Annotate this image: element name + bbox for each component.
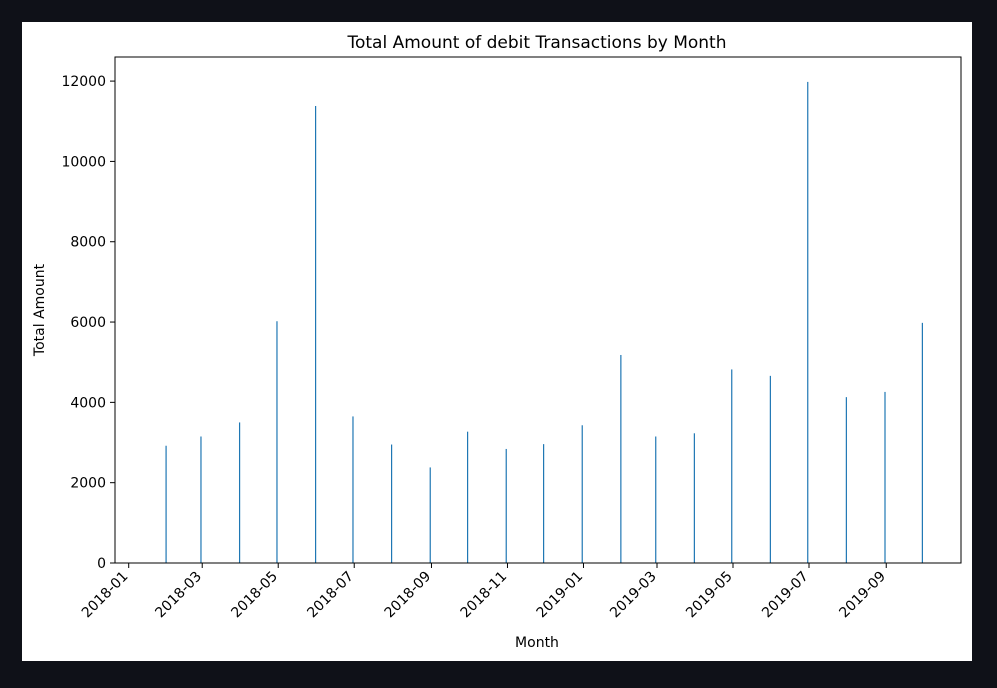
bar-2019-01-31 <box>620 354 622 563</box>
x-axis-label: Month <box>515 635 559 651</box>
y-axis-label: Total Amount <box>32 263 48 357</box>
y-tick-label: 4000 <box>70 395 106 411</box>
bar-2018-06-30 <box>352 416 354 563</box>
bar-2018-04-30 <box>276 321 278 563</box>
chart-title: Total Amount of debit Transactions by Mo… <box>347 33 727 53</box>
x-tick-label: 2018-05 <box>228 569 281 622</box>
x-tick-label: 2019-05 <box>683 569 736 622</box>
bar-2018-08-31 <box>429 467 431 563</box>
y-tick-label: 12000 <box>61 74 106 90</box>
bar-2019-07-31 <box>845 397 847 563</box>
x-tick-label: 2018-09 <box>382 569 435 622</box>
bar-2019-03-31 <box>693 433 695 563</box>
bar-chart: Total Amount of debit Transactions by Mo… <box>32 33 962 651</box>
plot-frame <box>114 56 962 564</box>
x-axis: 2018-01 2018-03 2018-05 2018-07 2018-09 2018-… <box>79 563 889 621</box>
bar-2019-09-30 <box>921 322 923 563</box>
bar-2018-09-30 <box>467 431 469 563</box>
bar-2018-05-31 <box>315 105 317 564</box>
bar-2018-11-30 <box>543 444 545 563</box>
bar-2018-12-31 <box>581 425 583 563</box>
y-tick-label: 8000 <box>70 235 106 251</box>
bar-2018-10-31 <box>505 448 507 563</box>
bars-layer <box>165 81 923 564</box>
bar-2018-07-31 <box>391 444 393 563</box>
bar-2019-04-30 <box>731 369 733 563</box>
y-tick-label: 0 <box>97 556 106 572</box>
bar-2018-03-31 <box>238 422 241 563</box>
x-tick-label: 2018-07 <box>304 569 357 622</box>
bar-2019-05-31 <box>769 375 771 563</box>
bar-2018-01-31 <box>165 445 167 563</box>
bar-2018-02-28 <box>200 436 202 563</box>
bar-2019-06-30 <box>807 81 809 564</box>
y-axis: 0 2000 4000 6000 8000 10000 12000 <box>61 74 115 572</box>
y-tick-label: 2000 <box>70 476 106 492</box>
chart-figure: Total Amount of debit Transactions by Mo… <box>22 22 972 661</box>
x-tick-label: 2018-01 <box>79 569 132 622</box>
x-tick-label: 2019-01 <box>534 569 587 622</box>
x-tick-label: 2018-03 <box>152 569 205 622</box>
y-tick-label: 10000 <box>61 154 106 170</box>
x-tick-label: 2019-09 <box>836 569 889 622</box>
bar-2019-02-28 <box>655 436 657 563</box>
x-tick-label: 2019-03 <box>607 569 660 622</box>
x-tick-label: 2019-07 <box>759 569 812 622</box>
bar-2019-08-31 <box>884 391 886 563</box>
x-tick-label: 2018-11 <box>458 569 511 622</box>
y-tick-label: 6000 <box>70 315 106 331</box>
